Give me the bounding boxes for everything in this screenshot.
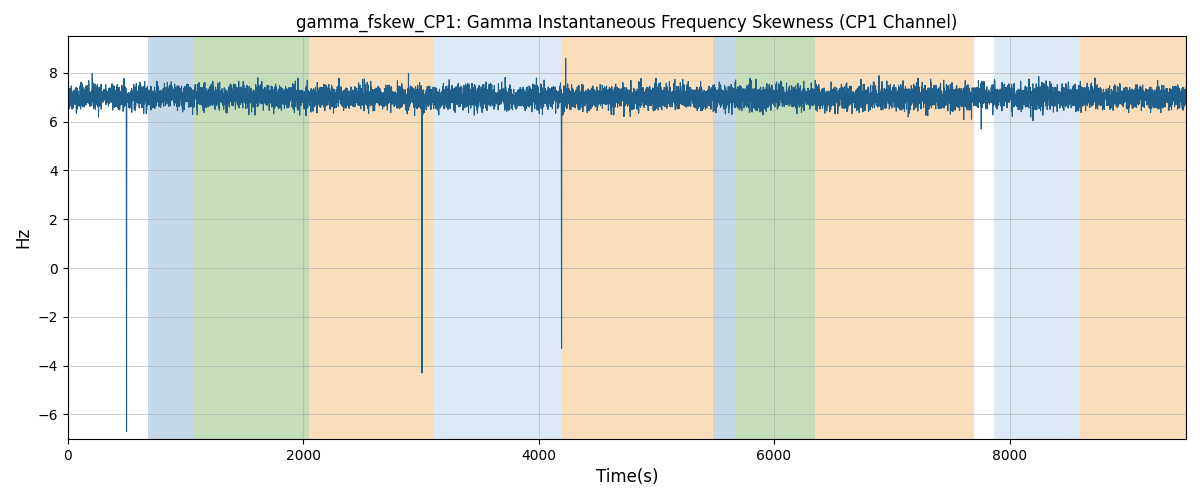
Y-axis label: Hz: Hz [14,227,32,248]
Bar [433,36,562,439]
Bar [562,36,713,439]
Bar [1080,36,1186,439]
Title: gamma_fskew_CP1: Gamma Instantaneous Frequency Skewness (CP1 Channel): gamma_fskew_CP1: Gamma Instantaneous Fre… [296,14,958,32]
Bar [974,36,995,439]
Bar [737,36,815,439]
Bar [995,36,1080,439]
Bar [713,36,737,439]
Bar [815,36,974,439]
X-axis label: Time(s): Time(s) [595,468,658,486]
Bar [67,36,148,439]
Bar [148,36,193,439]
Bar [193,36,310,439]
Bar [310,36,433,439]
